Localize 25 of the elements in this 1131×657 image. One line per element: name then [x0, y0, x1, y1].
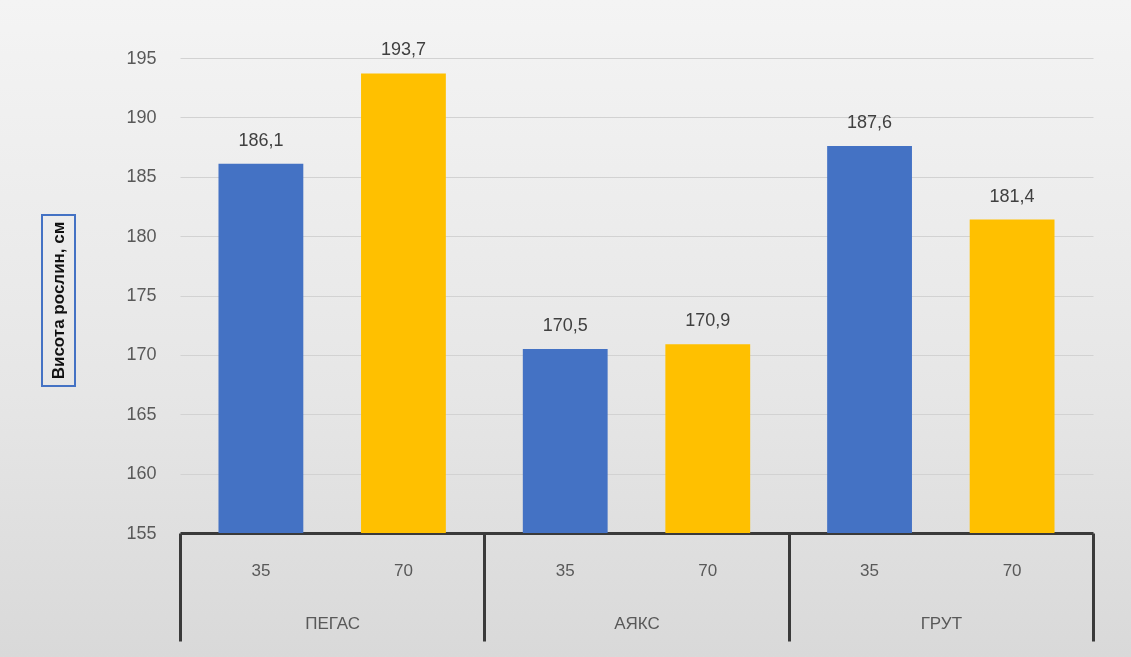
y-tick-label: 170 [126, 344, 157, 365]
y-axis-title: Висота рослин, см [48, 221, 68, 380]
y-tick-label: 175 [126, 285, 157, 305]
text: 70 [698, 561, 718, 580]
x-tick-label: ГРУТ [920, 613, 963, 633]
data-label: 170,5 [542, 314, 588, 335]
y-tick-label: 155 [126, 522, 157, 543]
data-label: 181,4 [989, 185, 1035, 206]
y-tick-label: 190 [126, 106, 157, 127]
text: 35 [860, 561, 880, 580]
y-tick-label: 165 [126, 403, 157, 424]
x-tick-label: ПЕГАС [305, 613, 361, 633]
y-tick-label: 195 [126, 47, 157, 68]
series-label: 70 [393, 561, 413, 580]
y-tick-label: 180 [126, 225, 157, 246]
data-label: 193,7 [380, 39, 426, 60]
x-tick-label: АЯКС [614, 613, 660, 633]
y-tick-label: 160 [126, 463, 157, 484]
series-label: 35 [251, 561, 271, 580]
text: 35 [555, 561, 575, 580]
y-tick-label: 185 [126, 166, 157, 187]
data-label: 187,6 [847, 111, 893, 132]
text: 70 [1002, 561, 1022, 580]
data-label: 170,9 [685, 310, 731, 331]
data-label: 186,1 [238, 129, 284, 150]
